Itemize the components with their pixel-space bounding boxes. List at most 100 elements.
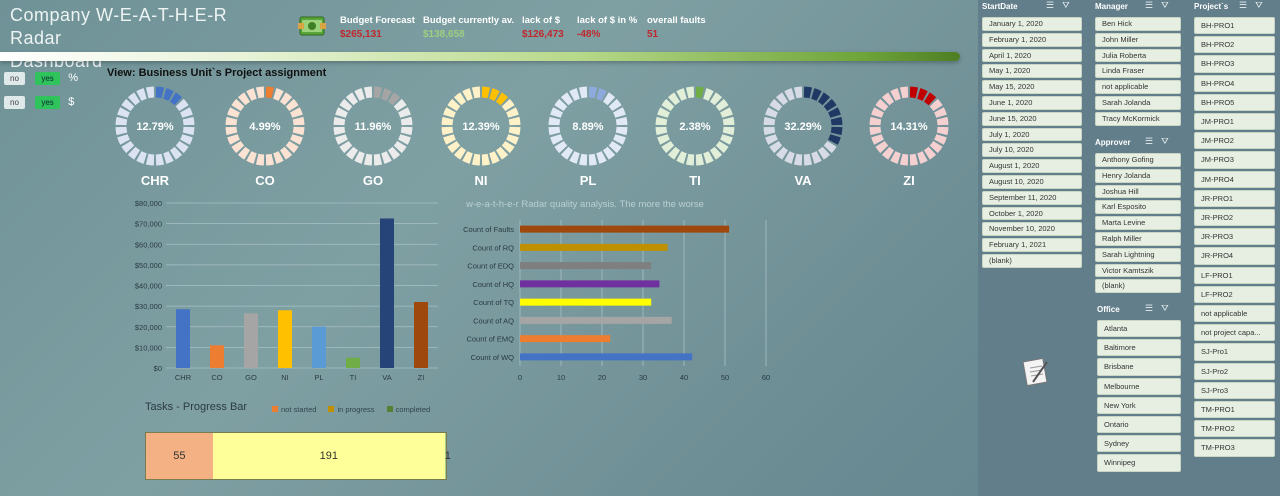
multi-select-icon[interactable]: ☰ xyxy=(1046,0,1055,10)
projects-slicer-item[interactable]: JM-PRO1 xyxy=(1194,113,1275,131)
projects-slicer-item[interactable]: SJ-Pro3 xyxy=(1194,381,1275,399)
donut-segment-filled xyxy=(481,86,491,99)
legend-label: in progress xyxy=(337,405,375,414)
clear-filter-icon[interactable]: ⛛ xyxy=(1161,136,1169,146)
manager-slicer-item[interactable]: Ben Hick xyxy=(1095,17,1181,31)
y-tick-label: $80,000 xyxy=(135,199,162,208)
projects-slicer-item[interactable]: SJ-Pro2 xyxy=(1194,362,1275,380)
projects-slicer-item[interactable]: JR-PRO3 xyxy=(1194,228,1275,246)
projects-slicer-item[interactable]: BH-PRO5 xyxy=(1194,93,1275,111)
projects-slicer-item[interactable]: not project capa... xyxy=(1194,324,1275,342)
donut-segment-empty xyxy=(227,134,240,145)
projects-slicer-item[interactable]: LF-PRO1 xyxy=(1194,266,1275,284)
projects-slicer-item[interactable]: SJ-Pro1 xyxy=(1194,343,1275,361)
office-slicer-item[interactable]: Melbourne xyxy=(1097,377,1181,395)
manager-slicer-item[interactable]: Tracy McKormick xyxy=(1095,111,1181,126)
projects-slicer-item[interactable]: BH-PRO1 xyxy=(1194,17,1275,35)
manager-slicer-item[interactable]: Linda Fraser xyxy=(1095,64,1181,79)
tasks-progress-bar: 55 191 1 xyxy=(145,432,451,480)
notepad-icon[interactable] xyxy=(1021,356,1051,388)
donut-segment-empty xyxy=(763,116,776,126)
projects-slicer-item[interactable]: JR-PRO4 xyxy=(1194,247,1275,265)
donut-segment-empty xyxy=(121,98,135,112)
slicer-icons: ☰ ⛛ xyxy=(1145,0,1169,11)
startdate-slicer-item[interactable]: September 11, 2020 xyxy=(982,190,1082,205)
projects-slicer-item[interactable]: JR-PRO1 xyxy=(1194,189,1275,207)
percent-yes-button[interactable]: yes xyxy=(35,72,60,85)
projects-slicer-item[interactable]: JR-PRO2 xyxy=(1194,209,1275,227)
dollar-no-button[interactable]: no xyxy=(4,96,25,109)
donut-segment-empty xyxy=(237,146,251,160)
approver-slicer-item[interactable]: Anthony Gofing xyxy=(1095,153,1181,167)
approver-slicer-item[interactable]: Victor Kamtszik xyxy=(1095,263,1181,278)
multi-select-icon[interactable]: ☰ xyxy=(1239,0,1248,10)
projects-slicer-item[interactable]: BH-PRO3 xyxy=(1194,55,1275,73)
donut-segment-empty xyxy=(481,153,491,166)
startdate-slicer-item[interactable]: June 15, 2020 xyxy=(982,111,1082,126)
clear-filter-icon[interactable]: ⛛ xyxy=(1161,0,1169,10)
startdate-slicer-item[interactable]: May 15, 2020 xyxy=(982,80,1082,94)
startdate-slicer-item[interactable]: February 1, 2021 xyxy=(982,238,1082,252)
approver-slicer-item[interactable]: Joshua Hill xyxy=(1095,184,1181,199)
projects-slicer-item[interactable]: LF-PRO2 xyxy=(1194,285,1275,303)
startdate-slicer-item[interactable]: November 10, 2020 xyxy=(982,222,1082,237)
startdate-slicer-item[interactable]: February 1, 2020 xyxy=(982,32,1082,47)
approver-slicer-item[interactable]: (blank) xyxy=(1095,279,1181,294)
donut-percent-label: 4.99% xyxy=(249,121,280,133)
manager-slicer-item[interactable]: Julia Roberta xyxy=(1095,48,1181,63)
office-slicer-item[interactable]: Baltimore xyxy=(1097,339,1181,357)
clear-filter-icon[interactable]: ⛛ xyxy=(1062,0,1070,10)
multi-select-icon[interactable]: ☰ xyxy=(1145,0,1154,10)
startdate-slicer-item[interactable]: July 1, 2020 xyxy=(982,127,1082,142)
startdate-slicer-item[interactable]: August 10, 2020 xyxy=(982,175,1082,189)
donut-segment-filled xyxy=(811,88,822,101)
donut-segment-empty xyxy=(292,126,305,136)
office-slicer-item[interactable]: Atlanta xyxy=(1097,320,1181,338)
donut-category-label: VA xyxy=(794,173,812,188)
office-slicer-item[interactable]: Sydney xyxy=(1097,435,1181,453)
multi-select-icon[interactable]: ☰ xyxy=(1145,136,1154,146)
projects-slicer-item[interactable]: TM-PRO3 xyxy=(1194,439,1275,457)
projects-slicer-item[interactable]: BH-PRO4 xyxy=(1194,74,1275,92)
donut-segment-empty xyxy=(127,146,141,160)
startdate-slicer-item[interactable]: April 1, 2020 xyxy=(982,48,1082,63)
percent-no-button[interactable]: no xyxy=(4,72,25,85)
projects-slicer-item[interactable]: JM-PRO4 xyxy=(1194,170,1275,188)
startdate-slicer-item[interactable]: May 1, 2020 xyxy=(982,64,1082,79)
office-slicer-item[interactable]: New York xyxy=(1097,396,1181,414)
clear-filter-icon[interactable]: ⛛ xyxy=(1161,303,1169,313)
startdate-slicer-item[interactable]: January 1, 2020 xyxy=(982,17,1082,31)
donut-segment-empty xyxy=(554,140,568,154)
donut-segment-empty xyxy=(508,126,521,136)
multi-select-icon[interactable]: ☰ xyxy=(1145,303,1154,313)
approver-slicer-item[interactable]: Sarah Lightning xyxy=(1095,247,1181,262)
projects-slicer-item[interactable]: JM-PRO2 xyxy=(1194,132,1275,150)
startdate-slicer-item[interactable]: July 10, 2020 xyxy=(982,143,1082,158)
manager-slicer-item[interactable]: John Miller xyxy=(1095,32,1181,47)
manager-slicer-item[interactable]: not applicable xyxy=(1095,80,1181,94)
projects-slicer-item[interactable]: TM-PRO1 xyxy=(1194,401,1275,419)
dollar-yes-button[interactable]: yes xyxy=(35,96,60,109)
startdate-slicer-item[interactable]: (blank) xyxy=(982,254,1082,268)
donut-segment-empty xyxy=(871,134,884,145)
approver-slicer-item[interactable]: Karl Esposito xyxy=(1095,200,1181,215)
donut-segment-empty xyxy=(246,151,257,164)
approver-slicer-item[interactable]: Henry Jolanda xyxy=(1095,168,1181,183)
manager-slicer-item[interactable]: Sarah Jolanda xyxy=(1095,96,1181,110)
donut-percent-label: 11.96% xyxy=(355,121,392,133)
approver-slicer-item[interactable]: Ralph Miller xyxy=(1095,232,1181,246)
projects-slicer-item[interactable]: not applicable xyxy=(1194,305,1275,323)
startdate-slicer-item[interactable]: June 1, 2020 xyxy=(982,96,1082,110)
office-slicer-item[interactable]: Brisbane xyxy=(1097,358,1181,376)
startdate-slicer-item[interactable]: August 1, 2020 xyxy=(982,159,1082,173)
projects-slicer-item[interactable]: TM-PRO2 xyxy=(1194,420,1275,438)
office-slicer-item[interactable]: Winnipeg xyxy=(1097,454,1181,472)
projects-slicer-item[interactable]: JM-PRO3 xyxy=(1194,151,1275,169)
projects-slicer-item[interactable]: BH-PRO2 xyxy=(1194,36,1275,54)
startdate-slicer-item[interactable]: October 1, 2020 xyxy=(982,206,1082,221)
clear-filter-icon[interactable]: ⛛ xyxy=(1255,0,1263,10)
donut-segment-empty xyxy=(667,146,681,160)
office-slicer-item[interactable]: Ontario xyxy=(1097,416,1181,434)
approver-slicer-item[interactable]: Marta Levine xyxy=(1095,216,1181,230)
donut-segment-empty xyxy=(231,140,245,154)
